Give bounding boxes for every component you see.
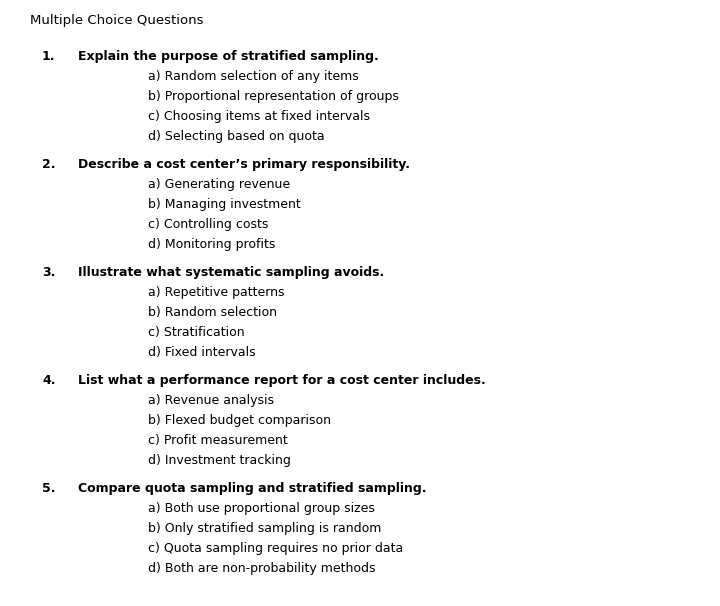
Text: d) Investment tracking: d) Investment tracking	[148, 454, 291, 467]
Text: Multiple Choice Questions: Multiple Choice Questions	[30, 14, 204, 27]
Text: a) Random selection of any items: a) Random selection of any items	[148, 70, 359, 83]
Text: Compare quota sampling and stratified sampling.: Compare quota sampling and stratified sa…	[78, 482, 426, 495]
Text: b) Proportional representation of groups: b) Proportional representation of groups	[148, 90, 399, 103]
Text: d) Monitoring profits: d) Monitoring profits	[148, 238, 275, 251]
Text: b) Managing investment: b) Managing investment	[148, 198, 301, 211]
Text: a) Revenue analysis: a) Revenue analysis	[148, 394, 274, 407]
Text: d) Both are non-probability methods: d) Both are non-probability methods	[148, 562, 376, 575]
Text: c) Choosing items at fixed intervals: c) Choosing items at fixed intervals	[148, 110, 370, 123]
Text: 3.: 3.	[42, 266, 55, 279]
Text: 5.: 5.	[42, 482, 55, 495]
Text: 1.: 1.	[42, 50, 55, 63]
Text: c) Profit measurement: c) Profit measurement	[148, 434, 288, 447]
Text: Explain the purpose of stratified sampling.: Explain the purpose of stratified sampli…	[78, 50, 379, 63]
Text: b) Only stratified sampling is random: b) Only stratified sampling is random	[148, 522, 382, 535]
Text: b) Random selection: b) Random selection	[148, 306, 277, 319]
Text: a) Both use proportional group sizes: a) Both use proportional group sizes	[148, 502, 375, 515]
Text: 4.: 4.	[42, 374, 55, 387]
Text: d) Selecting based on quota: d) Selecting based on quota	[148, 130, 325, 143]
Text: c) Quota sampling requires no prior data: c) Quota sampling requires no prior data	[148, 542, 403, 555]
Text: d) Fixed intervals: d) Fixed intervals	[148, 346, 256, 359]
Text: Illustrate what systematic sampling avoids.: Illustrate what systematic sampling avoi…	[78, 266, 384, 279]
Text: b) Flexed budget comparison: b) Flexed budget comparison	[148, 414, 331, 427]
Text: a) Generating revenue: a) Generating revenue	[148, 178, 290, 191]
Text: 2.: 2.	[42, 158, 55, 171]
Text: c) Stratification: c) Stratification	[148, 326, 245, 339]
Text: a) Repetitive patterns: a) Repetitive patterns	[148, 286, 284, 299]
Text: Describe a cost center’s primary responsibility.: Describe a cost center’s primary respons…	[78, 158, 410, 171]
Text: List what a performance report for a cost center includes.: List what a performance report for a cos…	[78, 374, 486, 387]
Text: c) Controlling costs: c) Controlling costs	[148, 218, 269, 231]
